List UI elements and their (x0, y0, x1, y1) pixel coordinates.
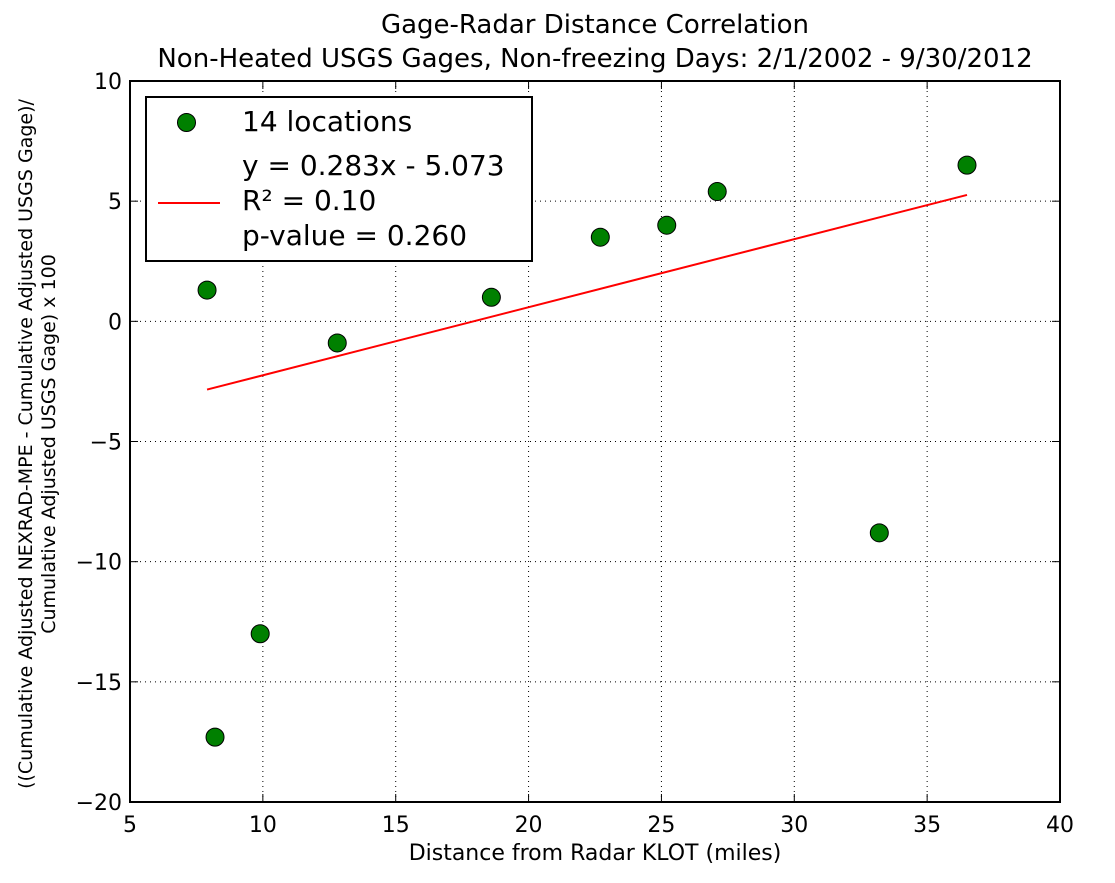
x-tick-label: 25 (647, 813, 675, 838)
y-tick-label: −20 (76, 791, 122, 816)
x-tick-label: 10 (249, 813, 277, 838)
legend: 14 locations y = 0.283x - 5.073 R² = 0.1… (145, 96, 533, 262)
legend-equation: y = 0.283x - 5.073 (242, 149, 505, 182)
x-axis-label: Distance from Radar KLOT (miles) (408, 841, 782, 866)
chart-subtitle: Non-Heated USGS Gages, Non-freezing Days… (157, 44, 1033, 74)
x-tick-label: 20 (515, 813, 543, 838)
legend-p-value: p-value = 0.260 (242, 219, 468, 252)
chart-title: Gage-Radar Distance Correlation (380, 10, 810, 40)
legend-trend-line (158, 202, 220, 204)
y-tick-label: 0 (108, 310, 122, 335)
data-point (327, 333, 347, 353)
y-axis-label: ((Cumulative Adjusted NEXRAD-MPE - Cumul… (15, 64, 61, 824)
legend-scatter-label: 14 locations (242, 105, 413, 138)
x-tick-label: 5 (123, 813, 137, 838)
plot-frame (129, 80, 1061, 803)
data-point (205, 727, 225, 747)
y-tick-label: −5 (90, 431, 122, 456)
x-tick-label: 40 (1046, 813, 1074, 838)
data-point (481, 287, 501, 307)
data-point (657, 215, 677, 235)
y-tick-label: 10 (94, 70, 122, 95)
data-point (590, 227, 610, 247)
legend-r-squared: R² = 0.10 (242, 184, 377, 217)
y-axis-label-line2: Cumulative Adjusted USGS Gage) x 100 (38, 254, 60, 634)
data-point (707, 182, 727, 202)
x-tick-label: 15 (382, 813, 410, 838)
legend-scatter-marker (177, 113, 196, 132)
y-tick-label: −10 (76, 551, 122, 576)
data-point (250, 624, 270, 644)
y-tick-label: 5 (108, 190, 122, 215)
data-point (957, 155, 977, 175)
data-point (869, 523, 889, 543)
y-axis-label-line1: ((Cumulative Adjusted NEXRAD-MPE - Cumul… (15, 99, 37, 789)
x-tick-label: 35 (913, 813, 941, 838)
data-point (197, 280, 217, 300)
trend-line (206, 193, 968, 391)
x-tick-label: 30 (780, 813, 808, 838)
y-tick-label: −15 (76, 671, 122, 696)
